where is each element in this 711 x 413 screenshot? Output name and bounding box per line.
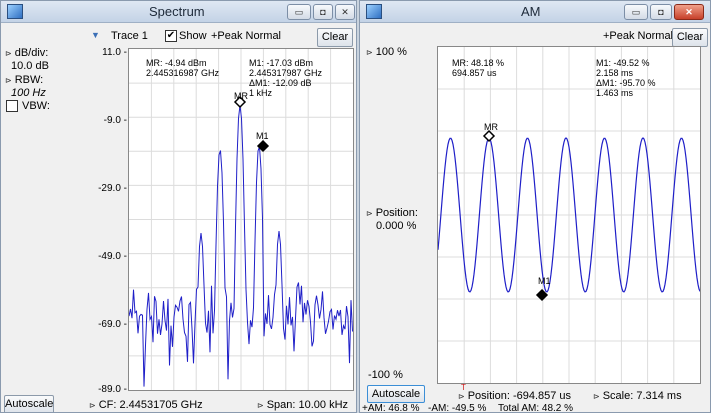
spectrum-plot[interactable]: MR: -4.94 dBm 2.445316987 GHz M1: -17.03 … [128, 48, 354, 391]
close-button[interactable]: ✕ [335, 4, 355, 20]
m1-readout: M1: -17.03 dBm 2.445317987 GHz ΔM1: -12.09… [249, 58, 323, 98]
spectrum-trace [129, 104, 353, 387]
spectrum-titlebar[interactable]: Spectrum ▭ ◘ ✕ [1, 1, 356, 23]
minimize-button[interactable]: ▭ [287, 4, 311, 20]
position-label[interactable]: ⊳ Position: [366, 207, 418, 219]
app-icon [7, 4, 23, 19]
y-tick: -29.0 - [98, 183, 127, 194]
vbw-label: VBW: [22, 100, 50, 112]
am-trace [438, 137, 700, 293]
marker-mr-icon [233, 95, 247, 109]
span-label[interactable]: ⊳ Span: 10.00 kHz [257, 399, 349, 411]
spectrum-title: Spectrum [149, 4, 205, 19]
y-tick: -69.0 - [98, 319, 127, 330]
db-div-label: ⊳ dB/div: [5, 47, 49, 59]
mr-readout: MR: -4.94 dBm 2.445316987 GHz [146, 58, 220, 78]
rbw-label: ⊳ RBW: [5, 74, 44, 86]
cf-label[interactable]: ⊳ CF: 2.44531705 GHz [89, 399, 203, 411]
show-checkbox[interactable]: ✔ [165, 30, 177, 42]
minimize-button[interactable]: ▭ [624, 4, 648, 20]
clear-button[interactable]: Clear [317, 28, 353, 47]
marker-m1-icon [256, 139, 270, 153]
bottom-scale-label: -100 % [368, 369, 403, 381]
position-value[interactable]: 0.000 % [376, 220, 417, 232]
marker-mr-icon [482, 129, 496, 143]
maximize-button[interactable]: ◘ [650, 4, 672, 20]
maximize-button[interactable]: ◘ [313, 4, 333, 20]
m1-readout: M1: -49.52 % 2.158 ms ΔM1: -95.70 % 1.463 m… [596, 58, 656, 98]
vbw-checkbox[interactable] [6, 100, 18, 112]
am-plot[interactable]: MR: 48.18 % 694.857 us M1: -49.52 % 2.158 … [437, 46, 701, 384]
scale-label[interactable]: ⊳ Scale: 7.314 ms [593, 390, 682, 402]
clear-button[interactable]: Clear [672, 28, 708, 47]
trace-selector[interactable]: Trace 1 [111, 30, 148, 42]
autoscale-button[interactable]: Autoscale [367, 385, 425, 403]
h-position-label[interactable]: ⊳ Position: -694.857 us [458, 390, 572, 402]
app-icon [366, 4, 382, 19]
am-title: AM [521, 4, 541, 19]
marker-m1-icon [535, 288, 549, 302]
am-titlebar[interactable]: AM ▭ ◘ ✕ [360, 1, 710, 23]
show-label: Show [179, 30, 207, 42]
mr-readout: MR: 48.18 % 694.857 us [452, 58, 505, 78]
marker-m1-label: M1 [256, 131, 269, 141]
spectrum-trace-svg [129, 49, 353, 390]
y-tick: -49.0 - [98, 251, 127, 262]
stat-total-am: Total AM: 48.2 % [498, 403, 574, 413]
top-scale-label: ⊳ 100 % [366, 46, 407, 58]
close-button[interactable]: ✕ [674, 4, 704, 20]
am-window: AM ▭ ◘ ✕ +Peak Normal Clear ⊳ 100 % ⊳ Posi… [359, 0, 711, 413]
y-tick: 11.0 - [102, 47, 127, 58]
am-trace-svg [438, 47, 700, 383]
rbw-value[interactable]: 100 Hz [11, 87, 46, 99]
marker-mr-label: MR [234, 91, 248, 101]
marker-m1-label: M1 [538, 276, 551, 286]
stat-minus-am: -AM: -49.5 % [428, 403, 487, 413]
expand-icon[interactable]: ⊳ [5, 49, 12, 58]
trace-dropdown-icon[interactable]: ▼ [91, 30, 100, 40]
y-tick: -89.0 - [98, 384, 127, 395]
stat-plus-am: +AM: 46.8 % [362, 403, 420, 413]
trigger-marker: T [461, 383, 466, 392]
expand-icon[interactable]: ⊳ [5, 76, 12, 85]
detector-label[interactable]: +Peak Normal [603, 30, 674, 42]
db-div-value[interactable]: 10.0 dB [11, 60, 49, 72]
y-tick: -9.0 - [103, 115, 127, 126]
spectrum-window: Spectrum ▭ ◘ ✕ ▼ Trace 1 ✔ Show +Peak No… [0, 0, 357, 413]
detector-label[interactable]: +Peak Normal [211, 30, 282, 42]
autoscale-button[interactable]: Autoscale [4, 395, 54, 412]
marker-mr-label: MR [484, 122, 498, 132]
